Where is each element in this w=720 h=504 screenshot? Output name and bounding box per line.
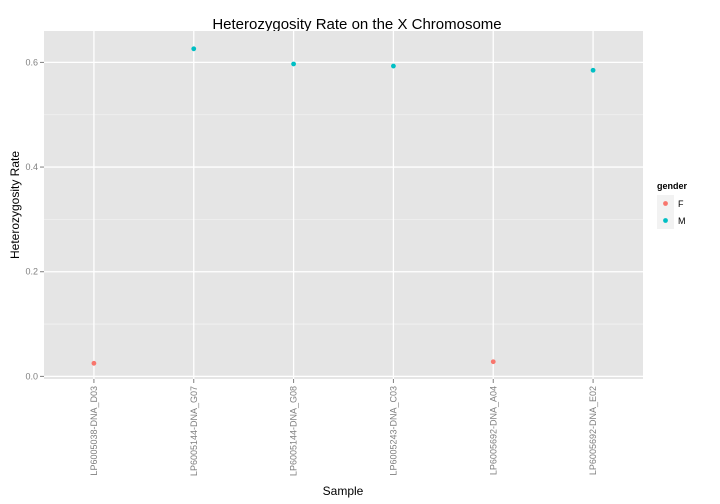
y-tick-label: 0.4 (25, 162, 38, 172)
legend-label-m: M (678, 216, 686, 226)
legend-title: gender (657, 181, 688, 191)
y-tick-label: 0.0 (25, 371, 38, 381)
x-axis-label: Sample (323, 484, 364, 498)
data-point-f (91, 360, 97, 366)
x-tick-label: LP6005692-DNA_A04 (488, 386, 498, 475)
x-tick-label: LP6005038-DNA_D03 (89, 386, 99, 476)
grid-major (44, 31, 643, 379)
data-point-m (590, 67, 596, 73)
y-axis-ticks: 0.0 0.2 0.4 0.6 (25, 57, 44, 381)
x-tick-label: LP6005144-DNA_G07 (189, 386, 199, 476)
legend-label-f: F (678, 199, 684, 209)
y-tick-label: 0.6 (25, 57, 38, 67)
x-tick-label: LP6005243-DNA_C03 (388, 386, 398, 476)
x-axis-ticks: LP6005038-DNA_D03 LP6005144-DNA_G07 LP6005… (89, 379, 598, 476)
x-tick-label: LP6005692-DNA_E02 (588, 386, 598, 475)
y-axis-label: Heterozygosity Rate (8, 151, 22, 259)
data-points (91, 46, 596, 366)
data-point-m (291, 61, 296, 67)
chart-title: Heterozygosity Rate on the X Chromosome (212, 16, 501, 33)
data-point-f (490, 359, 496, 365)
data-point-m (391, 63, 396, 69)
data-point-m (191, 46, 197, 52)
legend: gender FM (657, 181, 688, 229)
plot-panel (44, 31, 643, 379)
x-tick-label: LP6005144-DNA_G08 (289, 386, 299, 476)
legend-swatch-m (663, 218, 668, 223)
legend-swatch-f (663, 201, 668, 206)
grid-minor (44, 114, 643, 325)
y-tick-label: 0.2 (25, 267, 38, 277)
